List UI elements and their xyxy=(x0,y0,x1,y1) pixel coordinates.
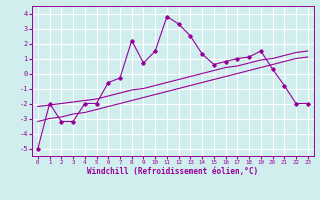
X-axis label: Windchill (Refroidissement éolien,°C): Windchill (Refroidissement éolien,°C) xyxy=(87,167,258,176)
